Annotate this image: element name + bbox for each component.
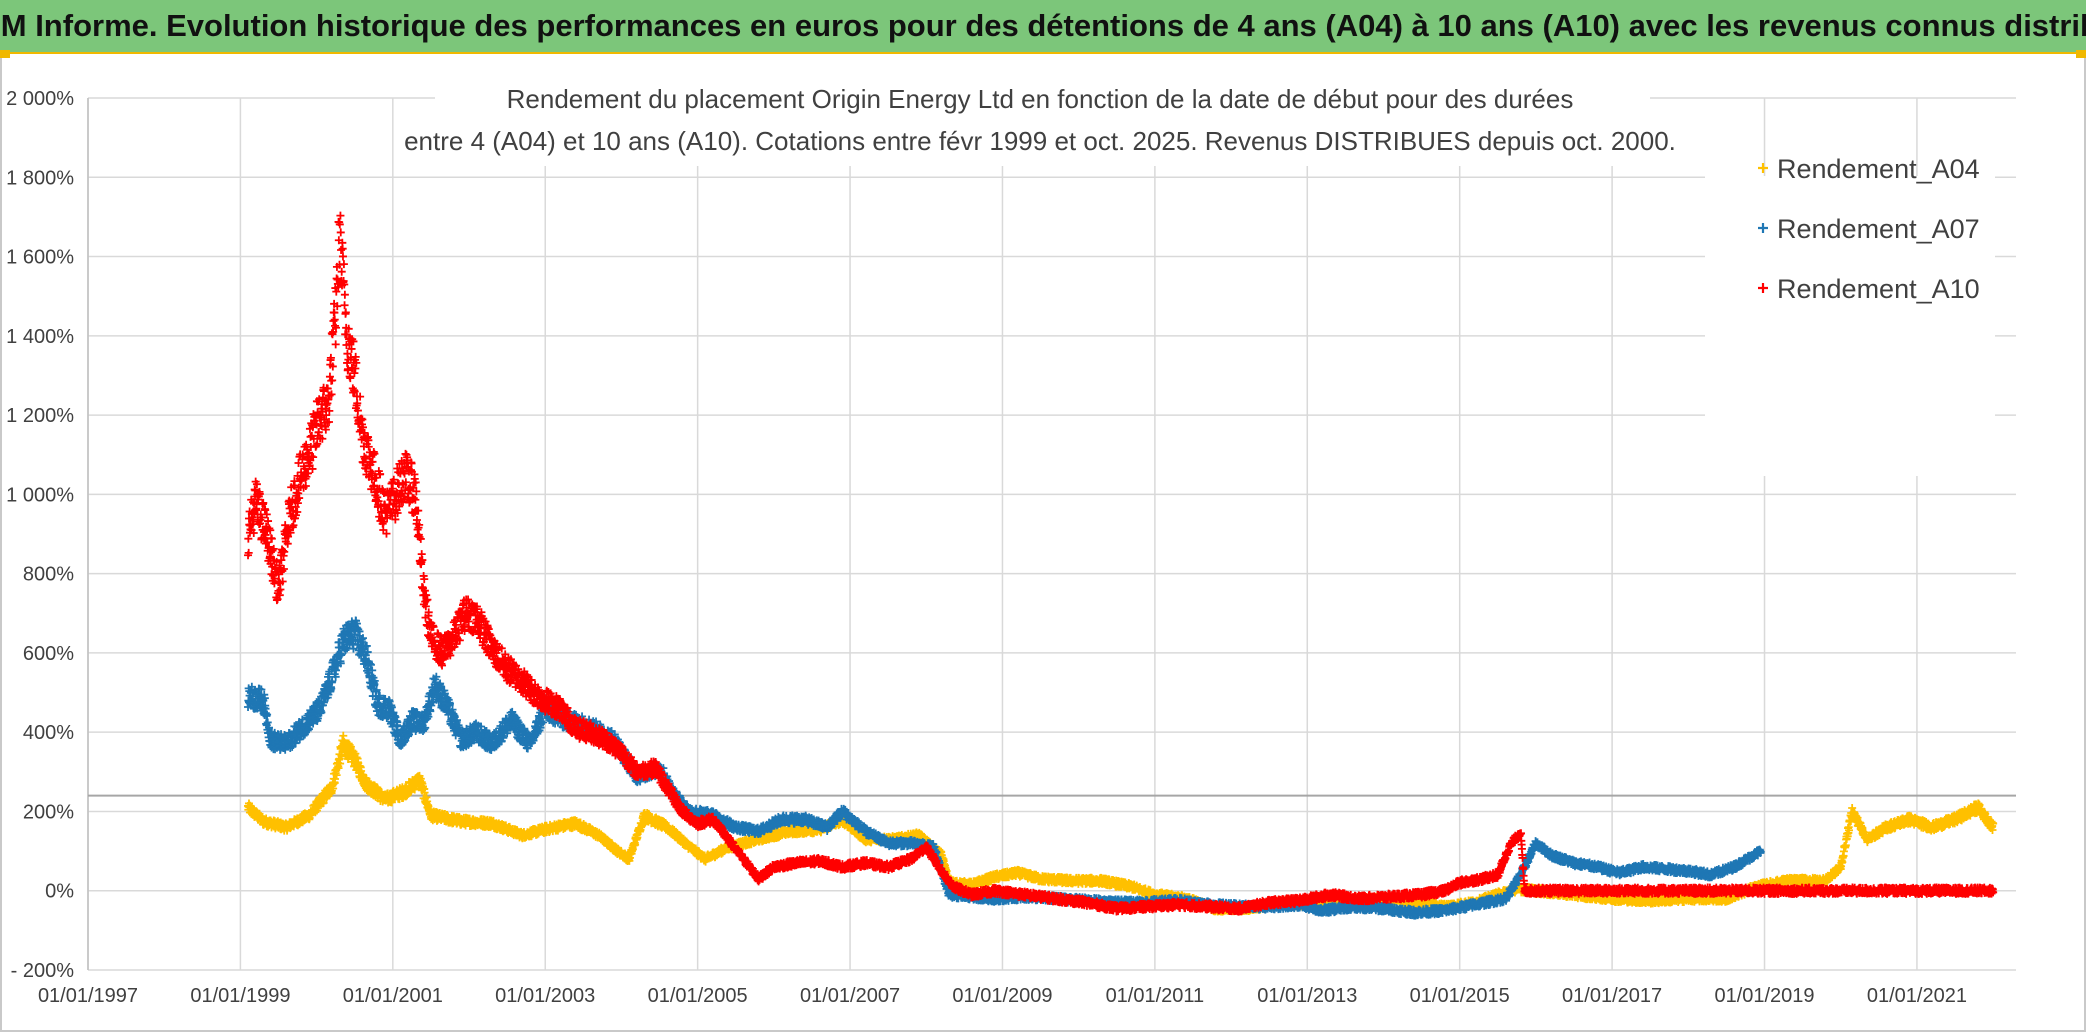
banner-corner-right — [2076, 50, 2086, 58]
data-point — [334, 764, 343, 773]
data-point — [336, 759, 345, 768]
data-point — [373, 783, 382, 792]
data-point — [332, 771, 341, 780]
chart: - 200%0%200%400%600%800%1 000%1 200%1 40… — [6, 62, 2016, 1007]
data-points — [244, 211, 1998, 920]
banner-title: ADAM Informe. Evolution historique des p… — [0, 0, 2086, 54]
banner-corner-left — [0, 50, 10, 58]
data-point — [351, 749, 360, 758]
